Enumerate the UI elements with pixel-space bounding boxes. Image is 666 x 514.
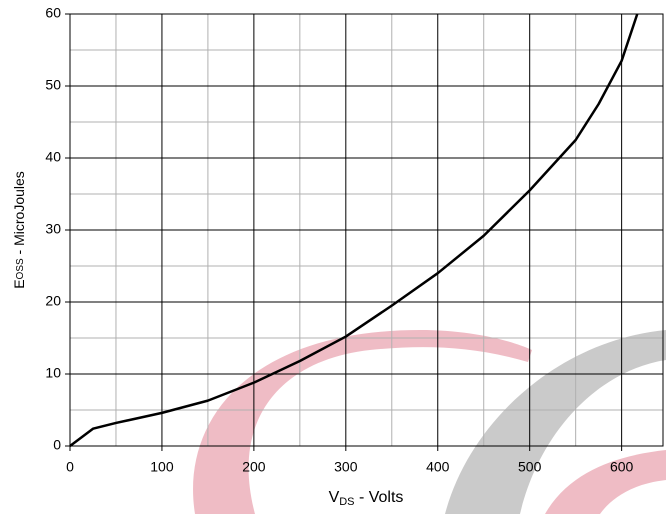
x-label-rest: - Volts xyxy=(355,489,404,506)
y-label-main: E xyxy=(11,279,27,288)
y-tick-label: 20 xyxy=(45,293,61,309)
x-tick-label: 0 xyxy=(66,459,74,475)
y-tick-label: 30 xyxy=(45,221,61,237)
x-tick-label: 100 xyxy=(150,459,174,475)
y-axis-label: EOSS - MicroJoules xyxy=(11,171,27,289)
y-tick-label: 40 xyxy=(45,149,61,165)
y-tick-label: 10 xyxy=(45,365,61,381)
x-label-sub: DS xyxy=(339,496,354,508)
y-tick-label: 50 xyxy=(45,77,61,93)
x-tick-label: 400 xyxy=(426,459,450,475)
data-line xyxy=(69,13,639,447)
x-tick-label: 600 xyxy=(610,459,634,475)
y-label-sub: OSS xyxy=(15,258,26,279)
x-tick-label: 300 xyxy=(334,459,358,475)
y-label-rest: - MicroJoules xyxy=(11,171,27,258)
x-tick-label: 200 xyxy=(242,459,266,475)
x-tick-label: 500 xyxy=(518,459,542,475)
x-label-main: V xyxy=(329,489,340,506)
x-axis-label: VDS - Volts xyxy=(329,489,404,508)
watermark xyxy=(193,330,666,514)
y-tick-label: 60 xyxy=(45,5,61,21)
plot-frame xyxy=(69,13,664,447)
y-tick-label: 0 xyxy=(53,437,61,453)
